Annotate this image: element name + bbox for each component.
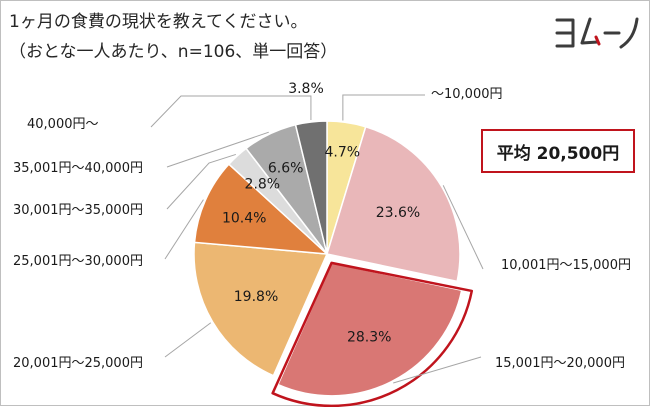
slice-6-value-label: 2.8%	[245, 176, 281, 192]
slice-3-leader-line	[393, 356, 482, 384]
slice-6-category-label: 30,001円～35,000円	[13, 203, 143, 218]
slice-8-category-label: 40,000円～	[27, 117, 99, 132]
slice-5	[193, 163, 330, 255]
slice-3-category-label: 15,001円～20,000円	[495, 356, 625, 371]
slice-4	[193, 241, 329, 377]
slice-7-category-label: 35,001円～40,000円	[13, 161, 143, 176]
slice-8	[294, 120, 328, 255]
slice-8-leader-line	[150, 95, 312, 128]
slice-8-value-label: 3.8%	[288, 81, 324, 97]
slice-2	[326, 125, 461, 283]
slice-2-leader-line	[442, 185, 484, 270]
highlight-border	[271, 261, 474, 407]
slice-4-category-label: 20,001円～25,000円	[13, 356, 143, 371]
slice-5-leader-line	[164, 199, 204, 260]
slice-3	[276, 262, 463, 397]
slice-7-leader-line	[166, 131, 269, 168]
slice-2-value-label: 23.6%	[376, 205, 420, 221]
slice-5-category-label: 25,001円～30,000円	[13, 254, 143, 269]
slice-1-leader-line	[342, 94, 425, 121]
slice-5-value-label: 10.4%	[222, 211, 266, 227]
slice-3-value-label: 28.3%	[347, 329, 391, 345]
average-badge: 平均 20,500円	[481, 129, 635, 173]
slice-7-value-label: 6.6%	[268, 161, 304, 177]
slice-4-leader-line	[164, 322, 212, 358]
yomuno-logo	[555, 17, 639, 49]
slice-6-leader-line	[166, 153, 236, 210]
chart-subtitle: （おとな一人あたり、n=106、単一回答）	[9, 42, 338, 62]
slice-4-value-label: 19.8%	[234, 289, 278, 305]
slice-1-category-label: ～10,000円	[431, 87, 503, 102]
slice-1-value-label: 4.7%	[324, 144, 360, 160]
slice-2-category-label: 10,001円～15,000円	[501, 258, 631, 273]
chart-title: 1ヶ月の食費の現状を教えてください。	[9, 12, 308, 32]
